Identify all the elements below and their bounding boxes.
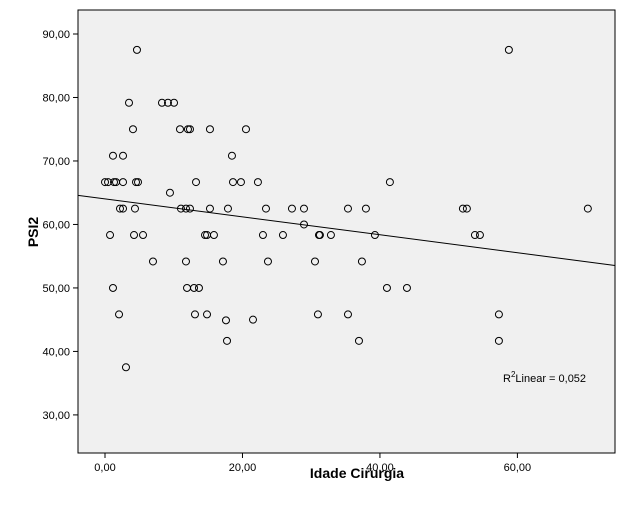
- point: [354, 336, 363, 345]
- point: [248, 315, 257, 324]
- point: [181, 257, 190, 266]
- point: [124, 98, 133, 107]
- point: [130, 204, 139, 213]
- point: [119, 178, 128, 187]
- point: [106, 231, 115, 240]
- point: [361, 204, 370, 213]
- y-tick-label: 40,00: [42, 346, 70, 358]
- point: [132, 178, 141, 187]
- point: [183, 125, 192, 134]
- x-tick-label: 20,00: [229, 462, 257, 474]
- y-tick-label: 90,00: [42, 29, 70, 41]
- x-axis-label: Idade Cirurgia: [310, 465, 404, 481]
- point: [104, 178, 113, 187]
- point: [110, 178, 119, 187]
- point: [115, 204, 124, 213]
- point: [185, 125, 194, 134]
- point: [115, 310, 124, 319]
- point: [175, 125, 184, 134]
- point: [326, 231, 335, 240]
- point: [258, 231, 267, 240]
- point: [108, 283, 117, 292]
- point: [494, 310, 503, 319]
- y-tick-label: 80,00: [42, 92, 70, 104]
- point: [139, 231, 148, 240]
- point: [190, 283, 199, 292]
- point: [370, 231, 379, 240]
- x-tick-label: 0,00: [94, 462, 115, 474]
- point: [313, 310, 322, 319]
- point: [223, 336, 232, 345]
- point: [209, 231, 218, 240]
- point: [278, 231, 287, 240]
- point: [203, 310, 212, 319]
- point: [241, 125, 250, 134]
- point: [343, 204, 352, 213]
- point: [470, 231, 479, 240]
- point: [221, 316, 230, 325]
- point: [163, 98, 172, 107]
- point: [181, 204, 190, 213]
- point: [130, 231, 139, 240]
- point: [218, 257, 227, 266]
- point: [299, 204, 308, 213]
- point: [310, 257, 319, 266]
- annotation: R2Linear = 0,052: [503, 370, 586, 385]
- y-axis-label: PSI2: [25, 217, 41, 248]
- point: [190, 310, 199, 319]
- annotation-r: R: [503, 373, 511, 385]
- point: [261, 204, 270, 213]
- point: [475, 231, 484, 240]
- point: [101, 178, 110, 187]
- y-tick-label: 60,00: [42, 219, 70, 231]
- point: [227, 151, 236, 160]
- point: [315, 231, 324, 240]
- point: [462, 204, 471, 213]
- y-tick-label: 30,00: [42, 410, 70, 422]
- point: [343, 310, 352, 319]
- y-tick-label: 50,00: [42, 283, 70, 295]
- annotation-text: Linear = 0,052: [515, 373, 586, 385]
- point: [263, 257, 272, 266]
- point: [223, 204, 232, 213]
- point: [494, 336, 503, 345]
- point: [299, 220, 308, 229]
- point: [185, 204, 194, 213]
- point: [157, 98, 166, 107]
- point: [458, 204, 467, 213]
- point: [128, 125, 137, 134]
- point: [228, 178, 237, 187]
- x-tick-label: 60,00: [504, 462, 532, 474]
- point: [205, 204, 214, 213]
- point: [382, 283, 391, 292]
- point: [385, 178, 394, 187]
- fit-line: [77, 194, 616, 266]
- point: [357, 257, 366, 266]
- point: [504, 45, 513, 54]
- point: [253, 178, 262, 187]
- point: [287, 204, 296, 213]
- point: [583, 204, 592, 213]
- point: [134, 178, 143, 187]
- annotation-sup: 2: [511, 370, 516, 379]
- point: [170, 98, 179, 107]
- y-tick-label: 70,00: [42, 156, 70, 168]
- point: [194, 283, 203, 292]
- point: [236, 178, 245, 187]
- point: [205, 125, 214, 134]
- point: [132, 45, 141, 54]
- point: [119, 151, 128, 160]
- point: [192, 178, 201, 187]
- point: [201, 231, 210, 240]
- point: [121, 363, 130, 372]
- point: [402, 283, 411, 292]
- point: [176, 204, 185, 213]
- plot-area: [77, 9, 616, 454]
- point: [119, 204, 128, 213]
- point: [108, 151, 117, 160]
- point: [148, 257, 157, 266]
- point: [165, 188, 174, 197]
- x-tick-label: 40,00: [366, 462, 394, 474]
